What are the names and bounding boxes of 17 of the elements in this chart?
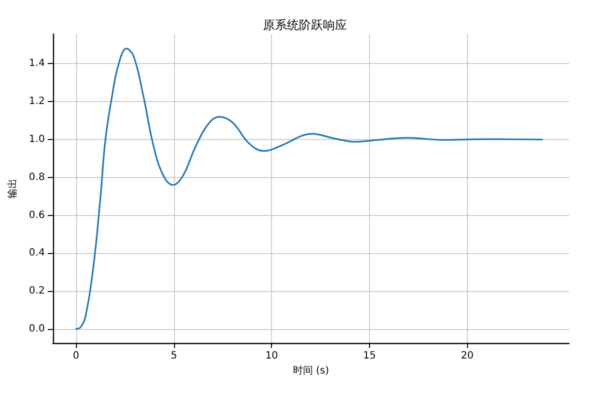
y-tick-label: 0.2 [28,286,45,297]
y-tick-label: 0.0 [28,323,45,334]
y-tick-label: 1.2 [28,96,45,108]
line-series [75,48,544,330]
y-tick-label: 1.0 [28,134,45,146]
y-tick-label: 0.4 [28,248,45,259]
y-tick-label: 1.4 [28,58,45,70]
y-axis-title: 输出 [6,178,18,198]
y-tick-label: 0.6 [28,210,45,221]
x-axis-title: 时间 (s) [292,364,330,376]
x-tick-label: 20 [460,350,474,362]
chart-title: 原系统阶跃响应 [263,18,347,32]
x-tick-label: 10 [265,350,278,362]
x-tick-label: 5 [170,350,178,362]
x-tick-label: 15 [363,350,376,362]
y-tick-label: 0.8 [28,172,45,183]
x-tick-label: 0 [72,350,80,362]
